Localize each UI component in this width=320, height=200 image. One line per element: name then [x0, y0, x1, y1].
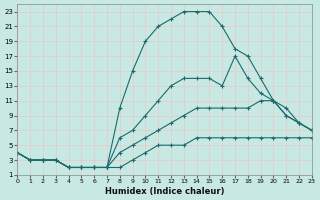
X-axis label: Humidex (Indice chaleur): Humidex (Indice chaleur)	[105, 187, 224, 196]
